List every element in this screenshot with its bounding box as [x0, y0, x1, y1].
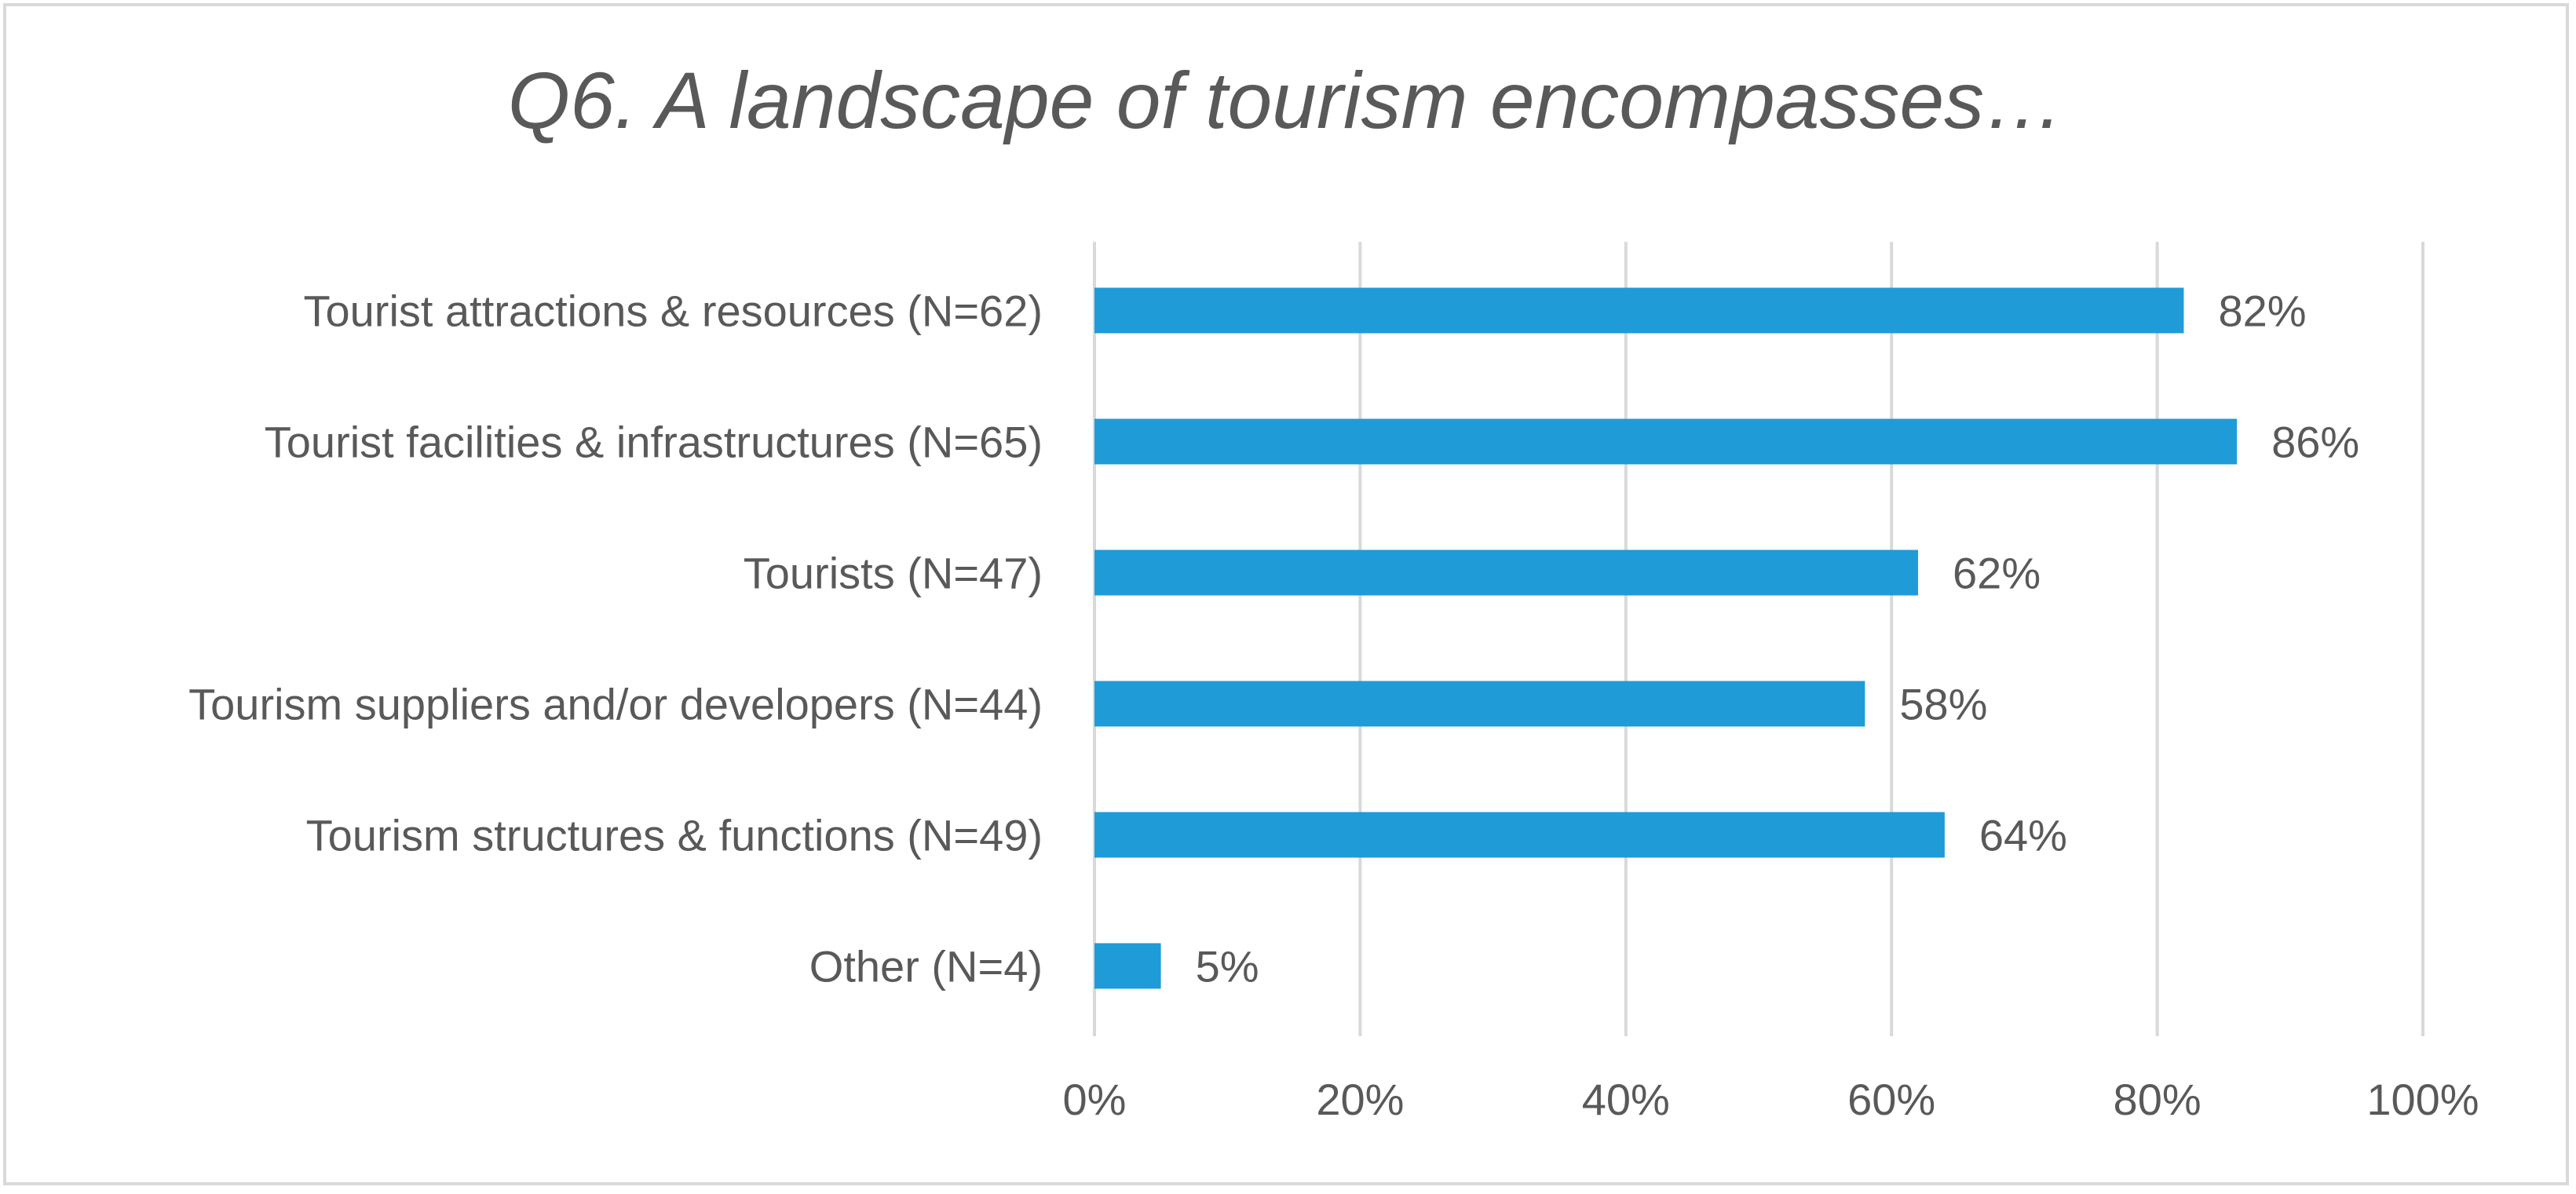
- data-label: 82%: [2218, 287, 2306, 336]
- category-label: Tourist attractions & resources (N=62): [304, 287, 1043, 336]
- data-label: 64%: [1979, 811, 2067, 860]
- data-label: 86%: [2271, 418, 2359, 467]
- category-label: Tourist facilities & infrastructures (N=…: [265, 418, 1043, 467]
- chart-title: Q6. A landscape of tourism encompasses…: [507, 56, 2065, 145]
- category-label: Other (N=4): [809, 942, 1043, 991]
- data-label: 58%: [1899, 680, 1987, 729]
- x-tick-label: 100%: [2366, 1075, 2479, 1124]
- x-tick-label: 0%: [1063, 1075, 1127, 1124]
- bar-5: [1094, 943, 1161, 989]
- category-label: Tourism suppliers and/or developers (N=4…: [188, 680, 1043, 729]
- x-tick-label: 40%: [1582, 1075, 1670, 1124]
- x-tick-label: 60%: [1847, 1075, 1935, 1124]
- data-label: 5%: [1196, 942, 1259, 991]
- category-label: Tourism structures & functions (N=49): [306, 811, 1043, 860]
- x-tick-label: 20%: [1316, 1075, 1404, 1124]
- x-tick-label: 80%: [2114, 1075, 2201, 1124]
- category-label: Tourists (N=47): [744, 549, 1043, 598]
- bar-1: [1094, 418, 2238, 465]
- bar-3: [1094, 681, 1865, 727]
- data-label: 62%: [1953, 549, 2041, 598]
- bar-0: [1094, 287, 2184, 334]
- bar-4: [1094, 812, 1945, 858]
- bar-2: [1094, 550, 1919, 596]
